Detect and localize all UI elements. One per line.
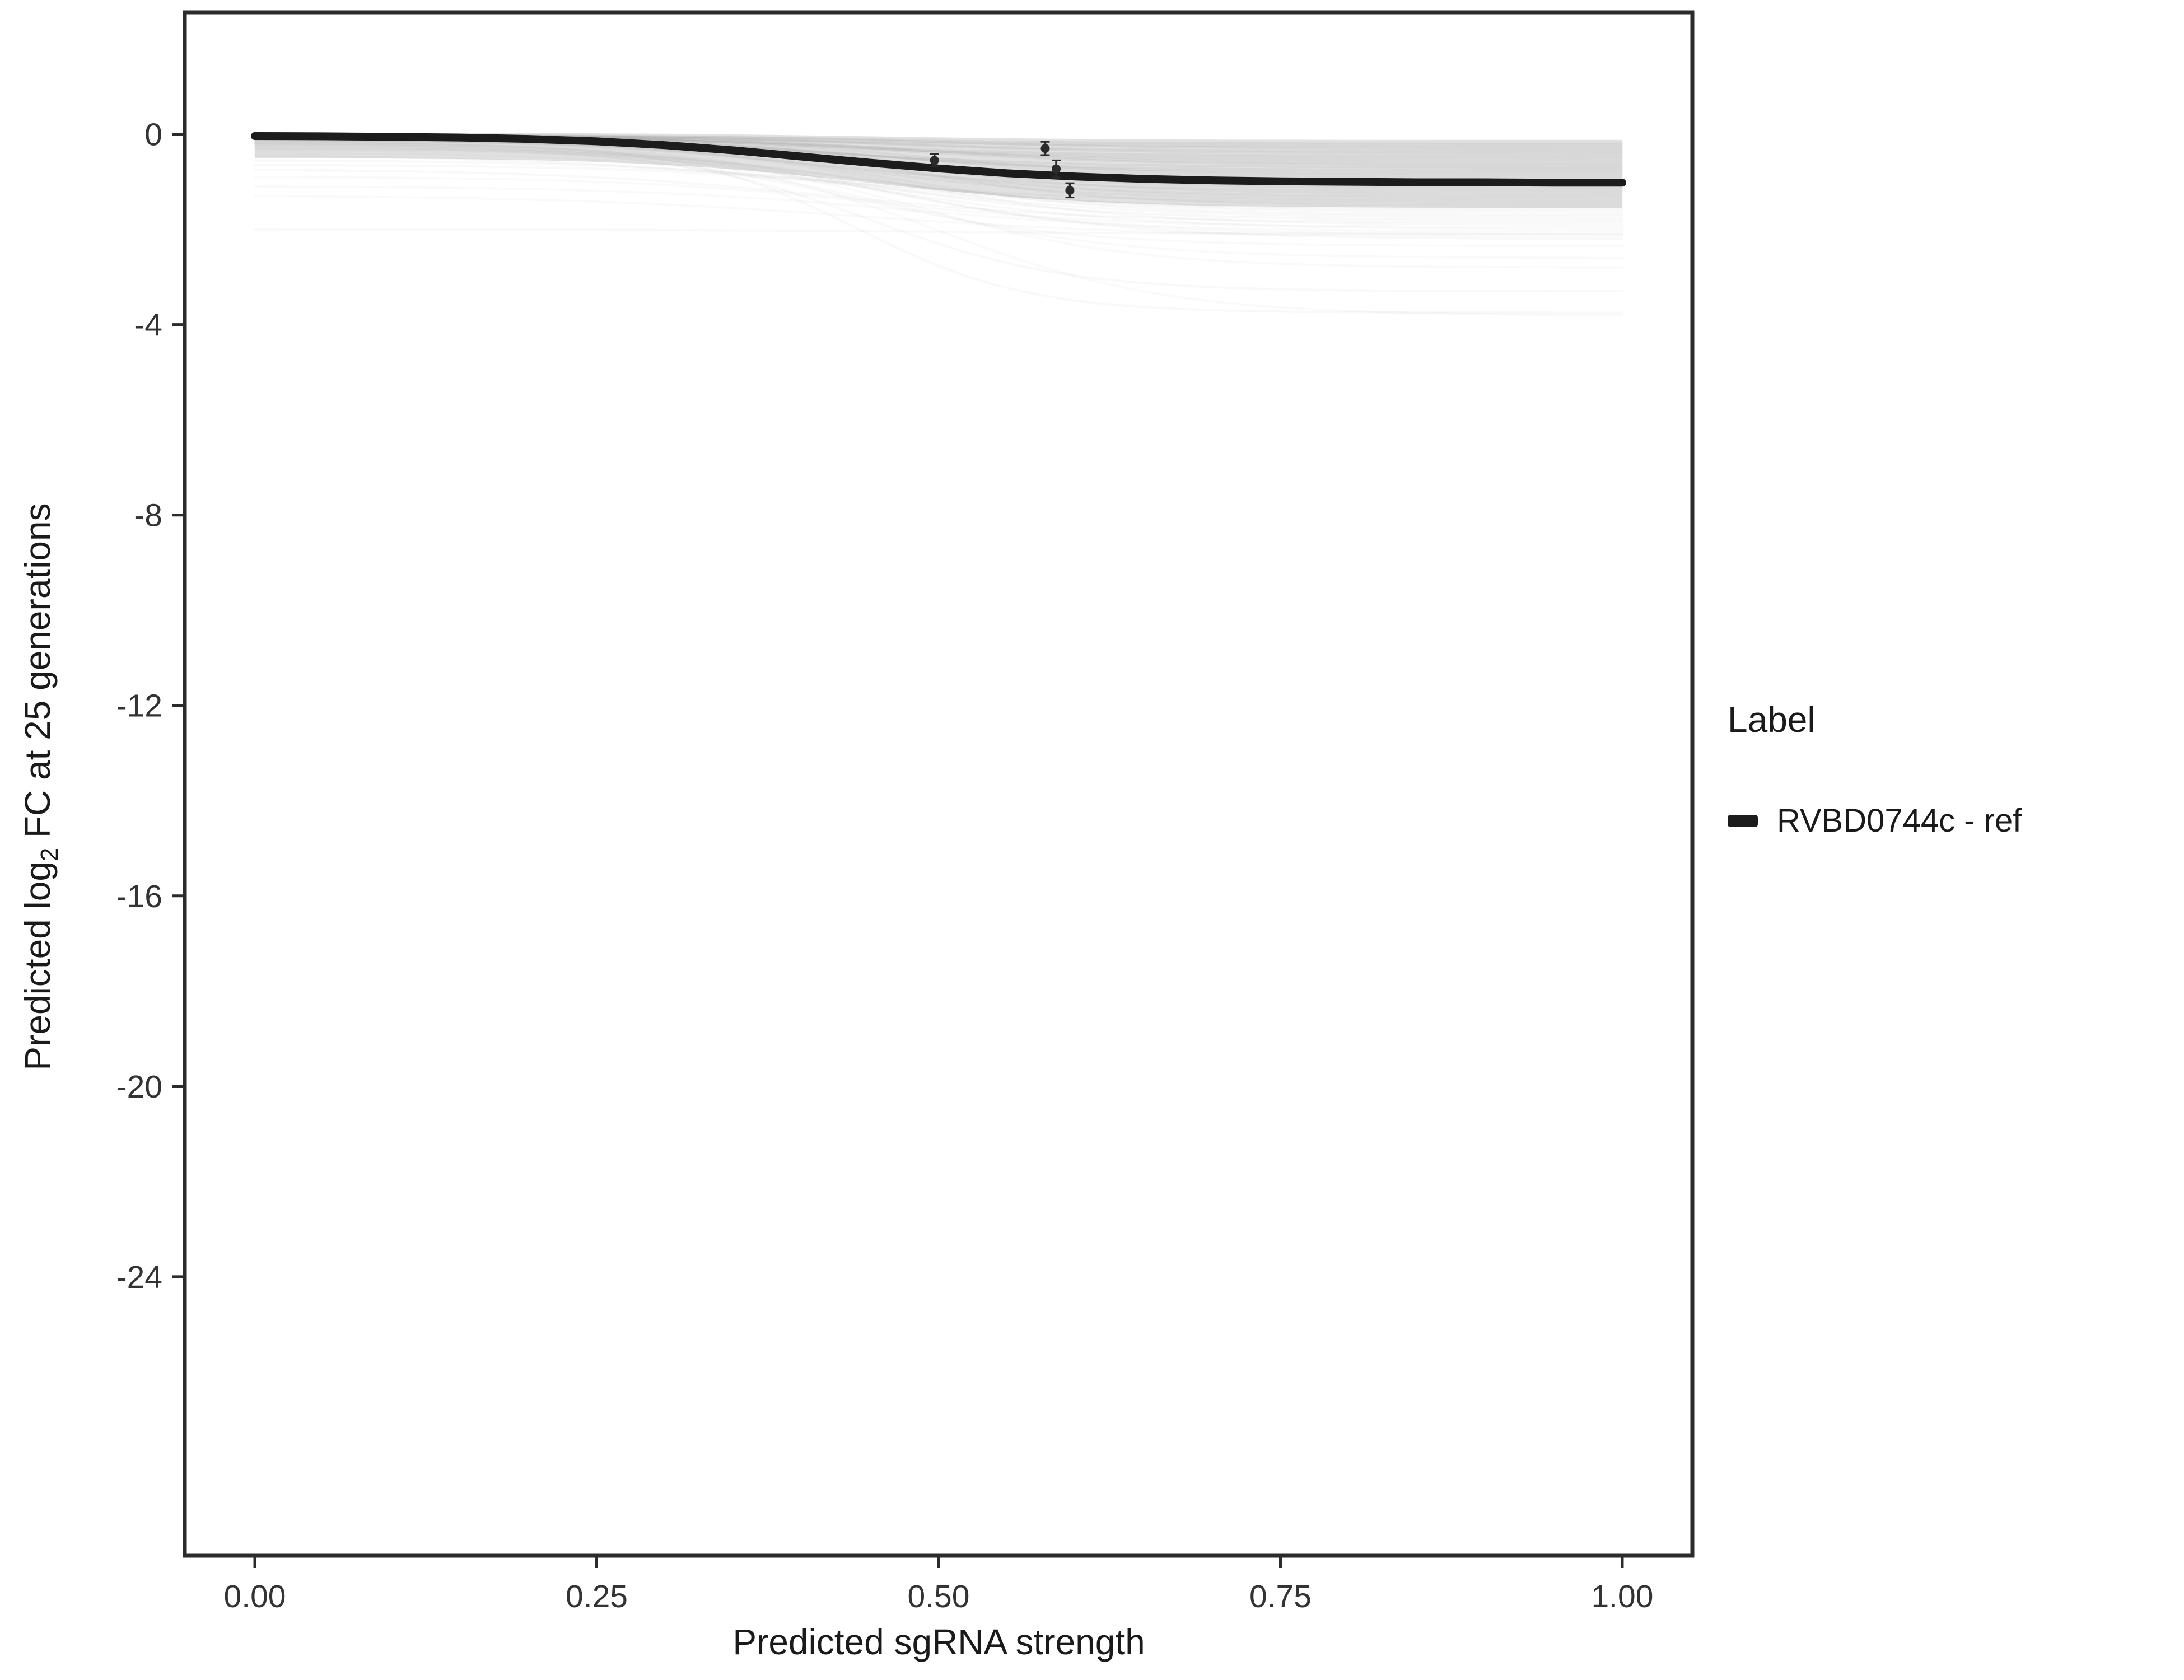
error-points-group bbox=[930, 141, 1075, 199]
x-tick-label: 0.25 bbox=[566, 1579, 628, 1614]
reference-curve-group bbox=[251, 132, 1626, 187]
background-curve bbox=[254, 139, 1623, 226]
background-curve bbox=[254, 138, 1623, 200]
y-tick-label: -24 bbox=[116, 1259, 162, 1295]
y-axis-title-sub: 2 bbox=[36, 847, 63, 862]
background-curve bbox=[254, 152, 1623, 259]
background-curve bbox=[254, 159, 1623, 214]
background-curve bbox=[254, 164, 1623, 219]
background-curve bbox=[254, 228, 1623, 236]
legend-item-label: RVBD0744c - ref bbox=[1777, 802, 2022, 839]
y-tick-label: -8 bbox=[134, 498, 162, 534]
background-curve bbox=[254, 147, 1623, 293]
background-curve bbox=[254, 150, 1623, 269]
legend-key-swatch bbox=[1728, 814, 1758, 827]
x-tick-label: 1.00 bbox=[1591, 1579, 1653, 1614]
background-curve bbox=[254, 140, 1623, 212]
legend-title: Label bbox=[1728, 699, 1816, 740]
background-curve bbox=[254, 141, 1623, 236]
background-curve bbox=[254, 195, 1623, 238]
reference-curve bbox=[251, 132, 1626, 187]
legend-item: RVBD0744c - ref bbox=[1728, 802, 2022, 839]
x-axis-title: Predicted sgRNA strength bbox=[732, 1622, 1145, 1662]
axes-group: 0.00 0.25 0.50 0.75 1.00 0 -4 -8 -12 -16 -20 -24 bbox=[116, 10, 1695, 1614]
background-curve bbox=[254, 142, 1623, 231]
background-curve bbox=[254, 176, 1623, 228]
x-tick-label: 0.00 bbox=[224, 1579, 286, 1614]
background-curve bbox=[254, 144, 1623, 248]
y-tick-label: -16 bbox=[116, 879, 162, 914]
background-curve bbox=[254, 154, 1623, 204]
y-tick-label: -12 bbox=[116, 688, 162, 724]
y-axis-title-pre: Predicted log bbox=[17, 861, 58, 1071]
x-tick-label: 0.50 bbox=[908, 1579, 970, 1614]
y-tick-label: -20 bbox=[116, 1069, 162, 1105]
background-curve bbox=[254, 144, 1623, 316]
legend: Label RVBD0744c - ref bbox=[1728, 699, 2022, 839]
x-tick-label: 0.75 bbox=[1249, 1579, 1312, 1614]
background-curve bbox=[254, 143, 1623, 240]
background-curve bbox=[254, 147, 1623, 209]
background-curve bbox=[254, 185, 1623, 233]
y-tick-label: -4 bbox=[134, 307, 162, 343]
background-curve bbox=[254, 169, 1623, 223]
background-curve bbox=[254, 141, 1623, 221]
background-curve bbox=[254, 142, 1623, 314]
y-axis-title: Predicted log2 FC at 25 generations bbox=[17, 503, 64, 1070]
y-axis-title-post: FC at 25 generations bbox=[17, 503, 58, 848]
background-curve bbox=[254, 138, 1623, 193]
background-curve bbox=[254, 138, 1623, 202]
data-point bbox=[930, 156, 939, 165]
data-point bbox=[1040, 144, 1050, 153]
data-point bbox=[1052, 164, 1061, 174]
y-tick-label: 0 bbox=[144, 117, 162, 153]
data-point bbox=[1065, 185, 1075, 195]
